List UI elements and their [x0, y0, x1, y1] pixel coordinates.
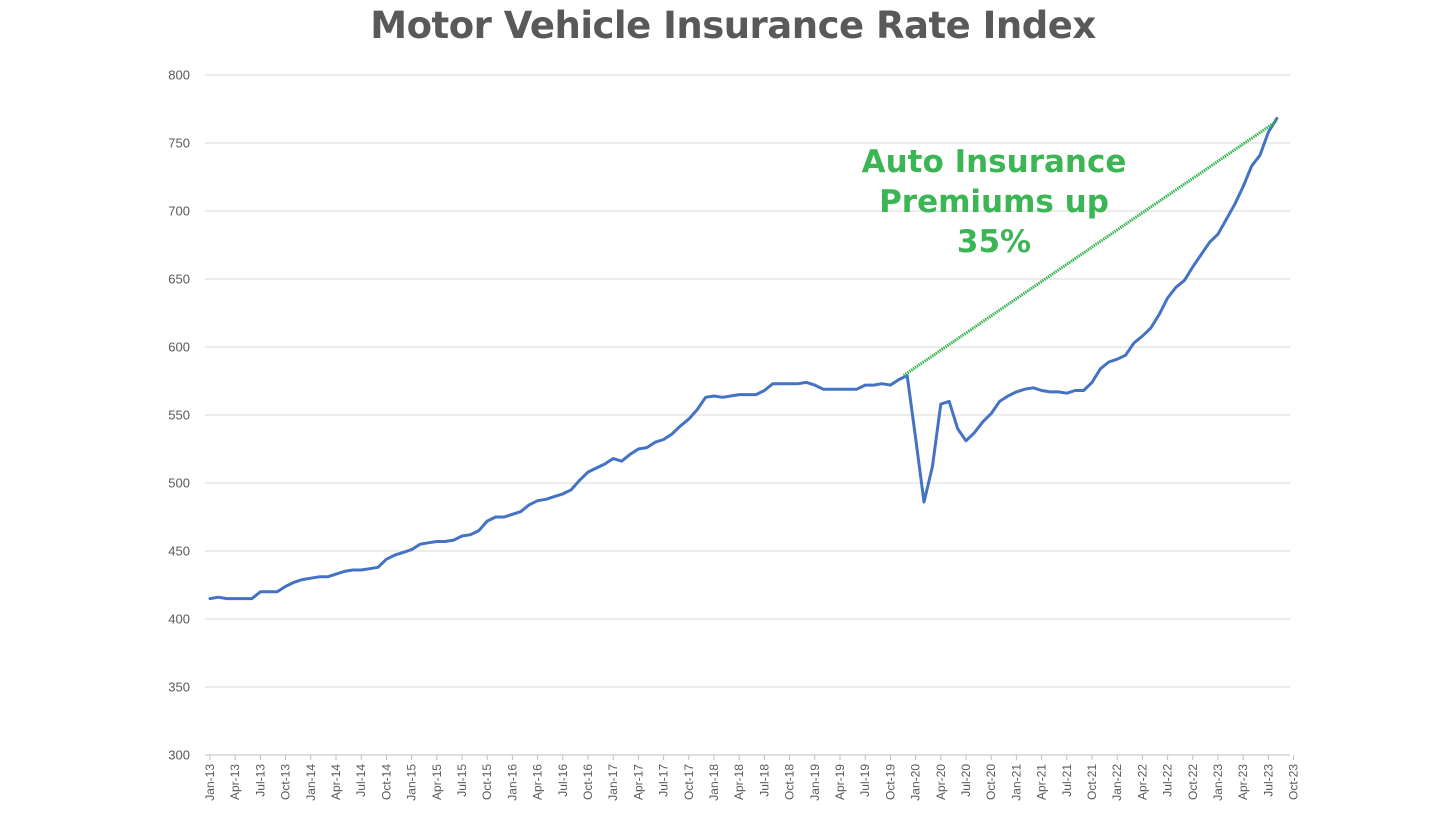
annotation-text: Auto Insurance Premiums up 35% [861, 144, 1127, 260]
x-tick-label: Jan-14 [304, 764, 318, 801]
x-tick-label: Oct-19 [883, 764, 897, 800]
x-tick-label: Jul-15 [455, 764, 469, 797]
y-tick-label: 550 [168, 408, 190, 423]
x-tick-label: Jul-16 [556, 764, 570, 797]
x-tick-label: Oct-22 [1186, 764, 1200, 800]
chart-title: Motor Vehicle Insurance Rate Index [370, 4, 1096, 47]
x-tick-label: Oct-13 [279, 764, 293, 800]
x-tick-label: Oct-18 [783, 764, 797, 800]
x-tick-label: Jul-17 [657, 764, 671, 797]
x-tick-label: Jan-16 [505, 764, 519, 801]
y-tick-label: 450 [168, 544, 190, 559]
gridlines [205, 74, 1290, 688]
x-tick-label: Jan-19 [808, 764, 822, 801]
x-tick-label: Jul-13 [253, 764, 267, 797]
series-layer [208, 117, 1279, 601]
x-tick-label: Apr-22 [1135, 764, 1149, 800]
x-tick-label: Jan-18 [707, 764, 721, 801]
x-tick-label: Apr-19 [833, 764, 847, 800]
x-tick-label: Oct-23 [1287, 764, 1301, 800]
x-tick-label: Oct-21 [1085, 764, 1099, 800]
x-tick-label: Apr-14 [329, 764, 343, 800]
y-tick-label: 600 [168, 340, 190, 355]
x-tick-label: Jan-15 [405, 764, 419, 801]
x-tick-label: Jan-22 [1110, 764, 1124, 801]
x-tick-label: Jan-17 [606, 764, 620, 801]
x-axis: Jan-13 Apr-13 Jul-13 Oct-13 Jan-14 Apr-14 Jul-… [203, 754, 1301, 801]
y-tick-label: 350 [168, 680, 190, 695]
y-tick-label: 500 [168, 476, 190, 491]
x-tick-label: Jan-21 [1009, 764, 1023, 801]
x-tick-label: Apr-13 [228, 764, 242, 800]
x-tick-label: Apr-20 [934, 764, 948, 800]
y-tick-label: 650 [168, 272, 190, 287]
y-tick-label: 800 [168, 68, 190, 83]
x-tick-label: Apr-21 [1035, 764, 1049, 800]
y-tick-label: 400 [168, 612, 190, 627]
x-tick-label: Jul-22 [1161, 764, 1175, 797]
trend-arrow-line [902, 120, 1278, 377]
series-line [208, 117, 1279, 601]
x-tick-label: Jul-19 [858, 764, 872, 797]
x-tick-label: Oct-15 [480, 764, 494, 800]
x-tick-label: Apr-16 [531, 764, 545, 800]
x-tick-label: Jan-20 [909, 764, 923, 801]
x-tick-label: Jul-14 [354, 764, 368, 797]
x-tick-label: Jul-21 [1060, 764, 1074, 797]
x-tick-label: Oct-20 [984, 764, 998, 800]
x-tick-label: Jan-23 [1211, 764, 1225, 801]
y-tick-label: 700 [168, 204, 190, 219]
x-tick-label: Jul-23 [1261, 764, 1275, 797]
x-tick-label: Apr-18 [732, 764, 746, 800]
x-tick-label: Apr-17 [631, 764, 645, 800]
x-tick-label: Apr-23 [1236, 764, 1250, 800]
y-tick-label: 300 [168, 748, 190, 763]
trend-layer [902, 120, 1278, 377]
y-axis-ticks: 300 350 400 450 500 550 600 650 700 750 800 [168, 68, 190, 763]
x-tick-label: Oct-14 [379, 764, 393, 800]
x-tick-label: Jul-18 [757, 764, 771, 797]
x-tick-label: Jul-20 [959, 764, 973, 797]
x-tick-label: Jan-13 [203, 764, 217, 801]
y-tick-label: 750 [168, 136, 190, 151]
x-tick-label: Apr-15 [430, 764, 444, 800]
x-tick-label: Oct-17 [682, 764, 696, 800]
x-tick-label: Oct-16 [581, 764, 595, 800]
